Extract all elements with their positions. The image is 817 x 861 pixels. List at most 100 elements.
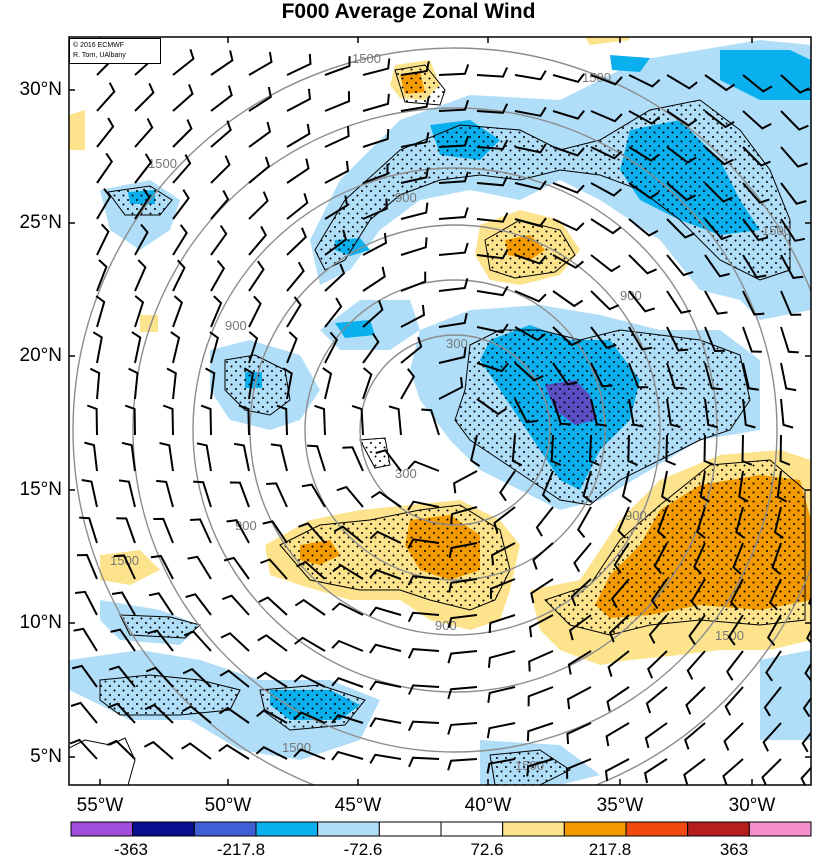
- wind-barb: [487, 686, 516, 703]
- wind-barb: [375, 449, 402, 472]
- wind-barb: [552, 398, 571, 426]
- wind-barb: [96, 152, 114, 184]
- wind-barb: [566, 686, 592, 710]
- colorbar-label: -363: [113, 840, 149, 859]
- wind-barb: [190, 518, 212, 544]
- wind-barb: [362, 266, 386, 292]
- wind-barb: [666, 362, 685, 390]
- wind-barb: [407, 575, 440, 586]
- wind-barb: [223, 556, 250, 580]
- wind-barb: [487, 650, 516, 668]
- wind-barb: [476, 67, 509, 78]
- wind-barb: [656, 506, 668, 539]
- wind-barb: [181, 742, 212, 760]
- wind-barb: [567, 650, 592, 675]
- wind-barb: [113, 554, 136, 580]
- wind-barb: [627, 434, 638, 466]
- wind-barb: [172, 48, 195, 76]
- wind-barb: [742, 74, 773, 93]
- coastline: [69, 737, 136, 785]
- wind-barb: [255, 745, 288, 760]
- wind-barb: [131, 331, 142, 364]
- wind-barb: [96, 188, 112, 220]
- wind-barb: [476, 323, 509, 334]
- wind-barb: [763, 686, 782, 717]
- lon-label-30w: 30°W: [728, 795, 776, 816]
- colorbar-label: -217.8: [216, 840, 266, 859]
- wind-barb: [286, 296, 302, 328]
- wind-barb: [256, 671, 288, 688]
- wind-barb: [286, 261, 305, 292]
- wind-barb: [332, 564, 364, 580]
- wind-barb: [628, 218, 659, 237]
- wind-barb: [769, 578, 782, 611]
- wind-barb: [243, 367, 254, 400]
- wind-barb: [605, 722, 630, 747]
- colorbar-label: -72.6: [343, 840, 383, 859]
- wind-barb: [535, 506, 554, 537]
- wind-barb: [666, 326, 689, 352]
- wind-barb: [810, 565, 811, 569]
- wind-barb: [74, 590, 98, 616]
- wind-barb: [96, 259, 108, 292]
- wind-barb: [729, 578, 744, 611]
- wind-barb: [324, 160, 350, 184]
- wind-barb: [643, 758, 668, 784]
- wind-barb: [704, 362, 722, 391]
- lat-label-15n: 15°N: [19, 479, 62, 500]
- wind-barb: [286, 158, 310, 184]
- wind-barb: [226, 519, 250, 544]
- wind-barb: [541, 470, 554, 503]
- wind-barb: [438, 346, 467, 364]
- wind-barb: [628, 398, 644, 428]
- wind-barb: [400, 271, 427, 292]
- map-frame: [68, 36, 812, 786]
- wind-barb: [258, 596, 288, 616]
- wind-barb: [552, 254, 585, 269]
- wind-barb: [324, 195, 349, 220]
- wind-barb: [438, 278, 469, 292]
- wind-barb: [248, 86, 272, 112]
- wind-barb: [210, 85, 233, 112]
- wind-barb: [118, 479, 136, 508]
- wind-barb: [604, 758, 630, 782]
- wind-barb: [476, 248, 509, 260]
- wind-barb: [628, 326, 653, 351]
- wind-barb: [172, 295, 184, 328]
- wind-barb: [331, 639, 364, 652]
- wind-barb: [780, 398, 794, 429]
- wind-barb: [742, 254, 767, 279]
- wind-barb: [210, 50, 234, 76]
- wind-barb: [742, 290, 765, 316]
- wind-barb: [703, 434, 715, 466]
- wind-barb: [210, 259, 226, 292]
- lat-label-20n: 20°N: [19, 345, 62, 366]
- wind-barb: [724, 686, 744, 716]
- wind-barb: [590, 254, 621, 273]
- wind-barb: [388, 405, 402, 436]
- wind-barb: [134, 295, 145, 328]
- wind-barb: [286, 227, 307, 256]
- wind-barb: [514, 143, 547, 154]
- wind-barb: [400, 61, 430, 76]
- wind-barb: [362, 163, 389, 184]
- wind-barb: [324, 91, 351, 112]
- wind-barb: [116, 517, 136, 544]
- wind-barb: [286, 123, 311, 148]
- wind-barb: [262, 520, 288, 544]
- wind-barb: [400, 368, 416, 400]
- wind-barb: [369, 680, 402, 691]
- wind-barb: [590, 74, 623, 86]
- wind-barb: [722, 758, 744, 785]
- colorbar-swatch: [625, 821, 689, 837]
- wind-barb: [210, 190, 230, 220]
- wind-barb: [690, 578, 706, 610]
- colorbar-swatch: [378, 821, 442, 837]
- wind-barb: [294, 598, 326, 616]
- wind-barb: [666, 290, 692, 314]
- wind-barb: [248, 260, 265, 292]
- wind-barb: [324, 126, 350, 148]
- wind-barb: [248, 121, 272, 148]
- svg-text:900: 900: [435, 618, 457, 633]
- lat-label-30n: 30°N: [19, 79, 62, 100]
